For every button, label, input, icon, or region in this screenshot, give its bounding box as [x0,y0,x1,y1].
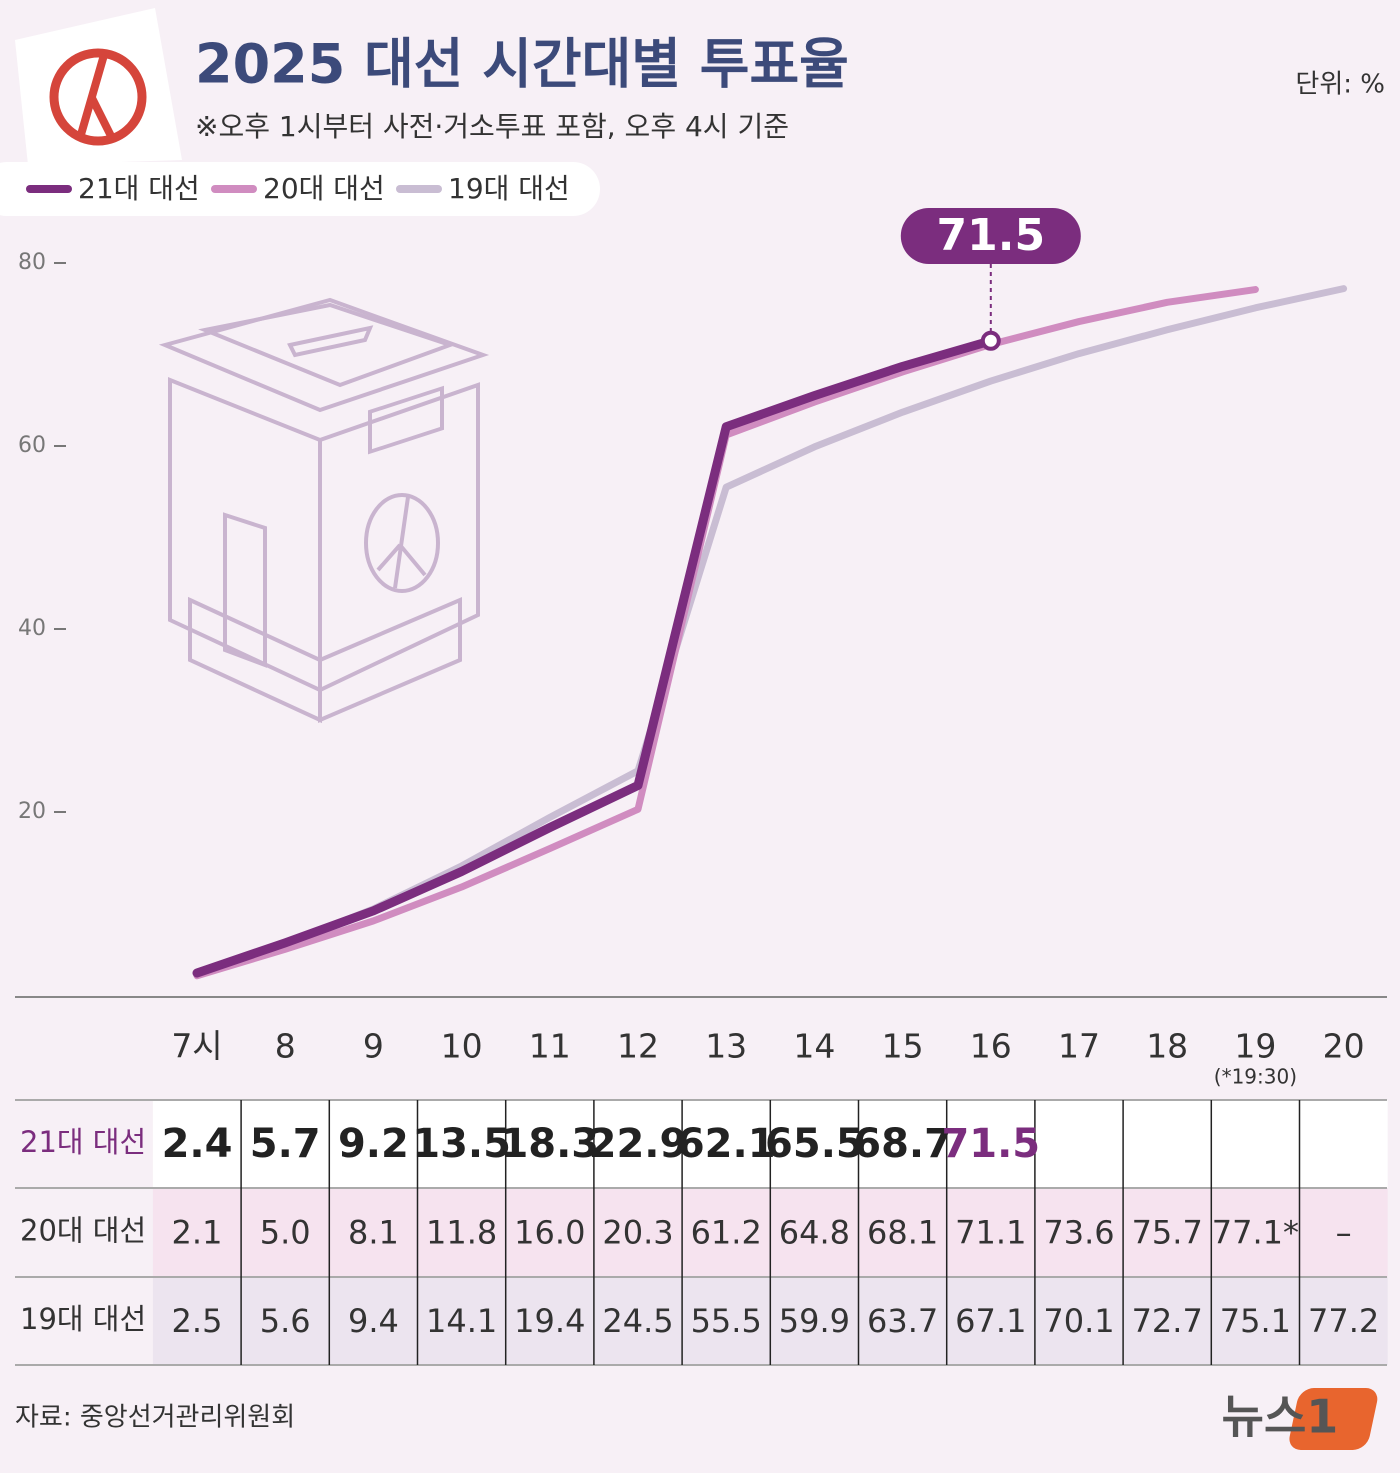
table-cell: 5.6 [260,1302,311,1340]
legend-label: 19대 대선 [448,172,570,205]
x-note: (*19:30) [1214,1065,1297,1089]
table-cell: 77.1* [1212,1214,1299,1252]
x-tick-label: 11 [529,1027,571,1066]
chart-subtitle: ※오후 1시부터 사전·거소투표 포함, 오후 4시 기준 [195,110,789,143]
x-tick-label: 15 [882,1027,924,1066]
table-cell: 75.1 [1220,1302,1291,1340]
table-cell: 63.7 [867,1302,938,1340]
highlight-point [980,330,1001,351]
table-cell: 61.2 [691,1214,762,1252]
x-tick-label: 19 [1234,1027,1276,1066]
legend-label: 20대 대선 [263,172,385,205]
x-tick-label: 9 [363,1027,384,1066]
table-cell: 18.3 [500,1121,599,1167]
table-cell: 9.2 [338,1121,409,1167]
table-cell: 68.7 [853,1121,952,1167]
series-line [192,336,996,978]
x-tick-label: 14 [793,1027,835,1066]
table-cell: 62.1 [677,1121,776,1167]
x-tick-label: 16 [970,1027,1012,1066]
table-cell: 65.5 [765,1121,864,1167]
table-cell: 24.5 [602,1302,673,1340]
legend-label: 21대 대선 [78,172,200,205]
unit-label: 단위: % [1295,70,1385,100]
brand: 뉴스1 [1222,1390,1339,1444]
x-tick-label: 7시 [171,1027,222,1066]
x-tick-label: 13 [705,1027,747,1066]
table-cell: 14.1 [426,1302,497,1340]
x-tick-label: 20 [1323,1027,1365,1066]
table-cell: 19.4 [514,1302,585,1340]
x-tick-label: 10 [441,1027,483,1066]
ballot-box [158,297,490,724]
y-tick-label: 60 [18,433,46,458]
ballot-logo [15,8,182,165]
table-cell: 68.1 [867,1214,938,1252]
table-cell: 67.1 [955,1302,1026,1340]
table-cell: – [1336,1214,1352,1252]
table-cell: 72.7 [1132,1302,1203,1340]
table-cell: 73.6 [1043,1214,1114,1252]
brand-logo: 뉴스1 [1222,1388,1378,1450]
table-cell: 77.2 [1308,1302,1379,1340]
table-cell: 59.9 [779,1302,850,1340]
table-cell: 55.5 [691,1302,762,1340]
table-cell: 64.8 [779,1214,850,1252]
x-tick-label: 17 [1058,1027,1100,1066]
y-tick-label: 40 [18,616,46,641]
table-cell: 13.5 [412,1121,511,1167]
callout-box [900,208,1081,264]
table-cell: 71.5 [941,1121,1040,1167]
source: 자료: 중앙선거관리위원회 [15,1403,295,1433]
table-cell: 75.7 [1132,1214,1203,1252]
x-tick-label: 12 [617,1027,659,1066]
x-tick-label: 8 [275,1027,296,1066]
table-cell: 2.4 [162,1121,233,1167]
row-label: 21대 대선 [20,1125,146,1159]
table-cell: 8.1 [348,1214,399,1252]
table-cell: 2.1 [172,1214,223,1252]
table-cell: 22.9 [589,1121,688,1167]
y-tick-label: 20 [18,799,46,824]
table-cell: 70.1 [1043,1302,1114,1340]
table-cell: 5.0 [260,1214,311,1252]
chart-title: 2025 대선 시간대별 투표율 [195,33,849,96]
table-cell: 71.1 [955,1214,1026,1252]
legend-box [0,162,600,216]
y-tick-label: 80 [18,250,46,275]
table-cell: 20.3 [602,1214,673,1252]
table-cell: 9.4 [348,1302,399,1340]
callout-label: 71.5 [937,210,1046,261]
table-cell: 11.8 [426,1214,497,1252]
row-label: 20대 대선 [20,1214,146,1248]
x-tick-label: 18 [1146,1027,1188,1066]
row-label: 19대 대선 [20,1302,146,1336]
table-cell: 16.0 [514,1214,585,1252]
table-cell: 2.5 [172,1302,223,1340]
table-cell: 5.7 [250,1121,321,1167]
